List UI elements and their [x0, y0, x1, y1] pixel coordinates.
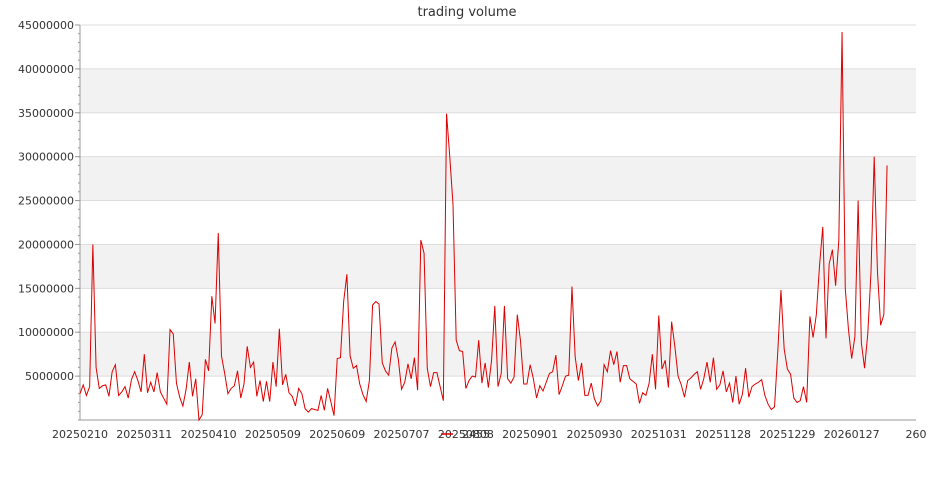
grid-band: [80, 156, 916, 201]
x-tick-label: 20250410: [181, 428, 237, 441]
y-tick-label: 15000000: [18, 282, 74, 295]
x-tick-label: 20250930: [566, 428, 622, 441]
legend-label-2455: 2455: [462, 428, 490, 441]
grid-band: [80, 244, 916, 289]
legend: 2455: [441, 428, 490, 441]
y-tick-label: 45000000: [18, 19, 74, 32]
x-tick-label: 20250609: [309, 428, 365, 441]
y-tick-label: 20000000: [18, 238, 74, 251]
x-tick-label: 20251229: [759, 428, 815, 441]
x-tick-label: 20250210: [52, 428, 108, 441]
chart-title: trading volume: [417, 5, 516, 20]
y-tick-label: 40000000: [18, 63, 74, 76]
x-axis-ticks: 20250210 20250311 20250410 20250509 20250609…: [52, 428, 927, 441]
y-tick-label: 10000000: [18, 326, 74, 339]
x-tick-label: 20250311: [116, 428, 172, 441]
x-tick-label: 20250707: [374, 428, 430, 441]
y-tick-label: 30000000: [18, 151, 74, 164]
y-axis-ticks: 5000000 10000000 15000000 20000000 25000000 3…: [18, 19, 80, 421]
x-tick-label: 20250509: [245, 428, 301, 441]
series-line-2455: [79, 32, 888, 422]
y-tick-label: 25000000: [18, 195, 74, 208]
grid-bands: [80, 68, 916, 377]
x-tick-label: 20250808: [438, 428, 494, 441]
x-tick-label: 20251128: [695, 428, 751, 441]
grid-band: [80, 68, 916, 113]
x-tick-label: 20250901: [502, 428, 558, 441]
grid-band: [80, 332, 916, 377]
x-tick-label: 20251031: [631, 428, 687, 441]
axes: [79, 25, 916, 421]
y-tick-label: 5000000: [25, 370, 74, 383]
x-tick-label: 260: [906, 428, 927, 441]
y-tick-label: 35000000: [18, 107, 74, 120]
x-tick-label: 20260127: [824, 428, 880, 441]
